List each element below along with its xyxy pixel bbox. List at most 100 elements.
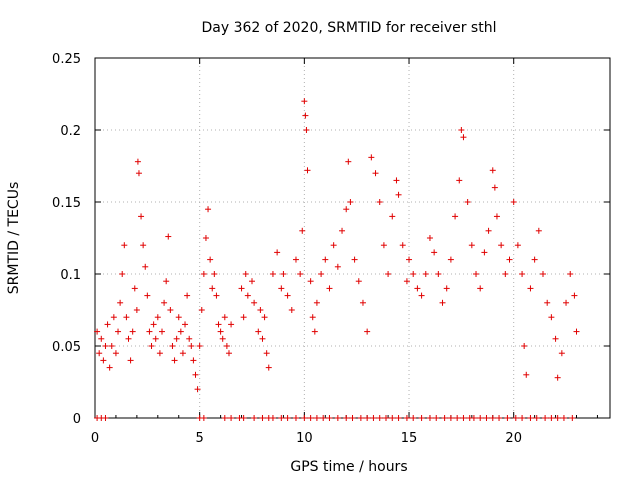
data-point <box>558 350 565 357</box>
data-point <box>477 285 484 292</box>
data-point <box>376 199 383 205</box>
data-point <box>491 184 498 191</box>
data-point <box>121 242 128 249</box>
data-point <box>142 263 149 270</box>
data-point <box>135 170 142 177</box>
data-point <box>265 364 272 371</box>
data-point <box>544 299 551 306</box>
data-point <box>288 307 295 313</box>
data-point <box>422 271 429 277</box>
data-point <box>244 292 251 299</box>
data-point <box>200 271 207 277</box>
y-tick-label: 0.05 <box>52 340 81 355</box>
data-point <box>165 233 172 240</box>
data-point <box>205 206 212 213</box>
data-point <box>330 242 337 249</box>
data-point <box>376 415 383 421</box>
data-point <box>552 335 559 342</box>
data-point <box>347 199 354 205</box>
data-point <box>274 249 281 256</box>
data-point <box>447 256 454 263</box>
data-point <box>209 285 216 292</box>
data-point <box>217 328 224 335</box>
data-point <box>343 206 350 213</box>
data-point <box>512 415 519 421</box>
data-point <box>364 328 371 335</box>
data-point <box>334 415 341 421</box>
data-point <box>514 242 521 249</box>
data-point <box>251 299 258 306</box>
data-point <box>228 415 235 421</box>
data-point <box>144 292 151 299</box>
data-point <box>221 314 228 321</box>
x-tick-label: 15 <box>401 431 418 446</box>
data-point <box>496 415 503 421</box>
data-point <box>406 256 413 263</box>
data-point <box>460 134 467 141</box>
data-point <box>249 278 256 285</box>
data-point <box>548 415 555 421</box>
data-point <box>169 343 176 349</box>
data-point <box>563 299 570 306</box>
data-point <box>303 127 310 133</box>
y-tick-label: 0.2 <box>60 124 81 139</box>
data-point <box>468 242 475 249</box>
data-point <box>259 335 266 342</box>
data-point <box>313 415 320 421</box>
data-point <box>481 249 488 256</box>
data-point <box>257 307 264 313</box>
data-point <box>318 271 325 277</box>
data-point <box>186 335 193 342</box>
data-point <box>221 415 228 421</box>
data-point <box>339 227 346 234</box>
data-point <box>261 314 268 321</box>
data-point <box>523 371 530 378</box>
data-point <box>443 285 450 292</box>
data-point <box>372 170 379 177</box>
data-point <box>213 292 220 299</box>
chart-title: Day 362 of 2020, SRMTID for receiver sth… <box>202 20 497 36</box>
data-point <box>569 415 576 421</box>
data-point <box>435 271 442 277</box>
data-point <box>100 357 107 364</box>
data-point <box>215 321 222 328</box>
data-point <box>498 242 505 249</box>
data-point <box>410 271 417 277</box>
data-point <box>554 374 561 381</box>
data-point <box>202 235 209 241</box>
data-point <box>228 321 235 328</box>
data-point <box>460 415 467 421</box>
data-point <box>125 335 132 342</box>
data-point <box>441 415 448 421</box>
data-point <box>334 263 341 270</box>
x-tick-label: 0 <box>91 431 99 446</box>
data-point <box>382 415 389 421</box>
data-point <box>98 335 105 342</box>
data-point <box>304 167 311 174</box>
data-point <box>493 213 500 220</box>
data-point <box>223 343 230 349</box>
data-point <box>483 415 490 421</box>
data-point <box>106 364 113 371</box>
data-point <box>452 213 459 220</box>
data-point <box>238 285 245 292</box>
data-point <box>240 415 247 421</box>
data-point <box>150 321 157 328</box>
data-point <box>527 415 534 421</box>
data-point <box>115 328 122 335</box>
data-point <box>269 271 276 277</box>
y-tick-label: 0.25 <box>52 52 81 67</box>
data-point <box>433 415 440 421</box>
data-point <box>207 256 214 263</box>
data-point <box>94 328 101 335</box>
data-point <box>542 415 549 421</box>
data-point <box>284 415 291 421</box>
data-point <box>395 415 402 421</box>
data-point <box>389 213 396 220</box>
data-point <box>138 213 145 220</box>
data-point <box>489 415 496 421</box>
data-point <box>163 278 170 285</box>
plot-frame <box>94 57 611 419</box>
data-point <box>158 328 165 335</box>
